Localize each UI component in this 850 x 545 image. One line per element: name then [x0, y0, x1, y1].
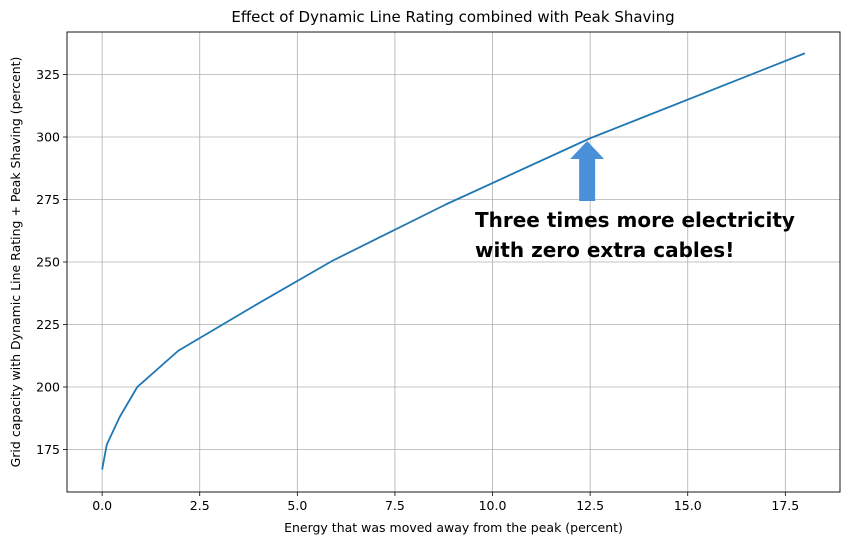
- series-layer: [101, 52, 806, 470]
- chart-title: Effect of Dynamic Line Rating combined w…: [231, 8, 674, 26]
- x-tick-label: 5.0: [287, 498, 307, 513]
- annotation-text-line-1: Three times more electricity: [475, 208, 795, 232]
- y-axis: 175 200 225 250 275 300 325: [36, 67, 67, 457]
- y-tick-label: 175: [36, 442, 60, 457]
- x-tick-label: 17.5: [771, 498, 799, 513]
- up-arrow-icon: [570, 141, 605, 201]
- x-axis-label: Energy that was moved away from the peak…: [284, 520, 623, 535]
- x-tick-label: 2.5: [190, 498, 210, 513]
- x-tick-label: 7.5: [385, 498, 405, 513]
- y-tick-label: 250: [36, 255, 60, 270]
- x-tick-label: 10.0: [479, 498, 507, 513]
- y-tick-label: 275: [36, 192, 60, 207]
- annotation: Three times more electricity with zero e…: [475, 141, 795, 262]
- x-tick-label: 15.0: [674, 498, 702, 513]
- y-tick-label: 325: [36, 67, 60, 82]
- annotation-text-line-2: with zero extra cables!: [475, 238, 734, 262]
- y-tick-label: 200: [36, 380, 60, 395]
- x-tick-label: 12.5: [576, 498, 604, 513]
- grid: [67, 32, 840, 492]
- y-tick-label: 300: [36, 130, 60, 145]
- series-line: [101, 52, 806, 470]
- y-axis-label: Grid capacity with Dynamic Line Rating +…: [8, 57, 23, 468]
- x-axis: 0.0 2.5 5.0 7.5 10.0 12.5 15.0 17.5: [92, 492, 799, 513]
- y-tick-label: 225: [36, 317, 60, 332]
- x-tick-label: 0.0: [92, 498, 112, 513]
